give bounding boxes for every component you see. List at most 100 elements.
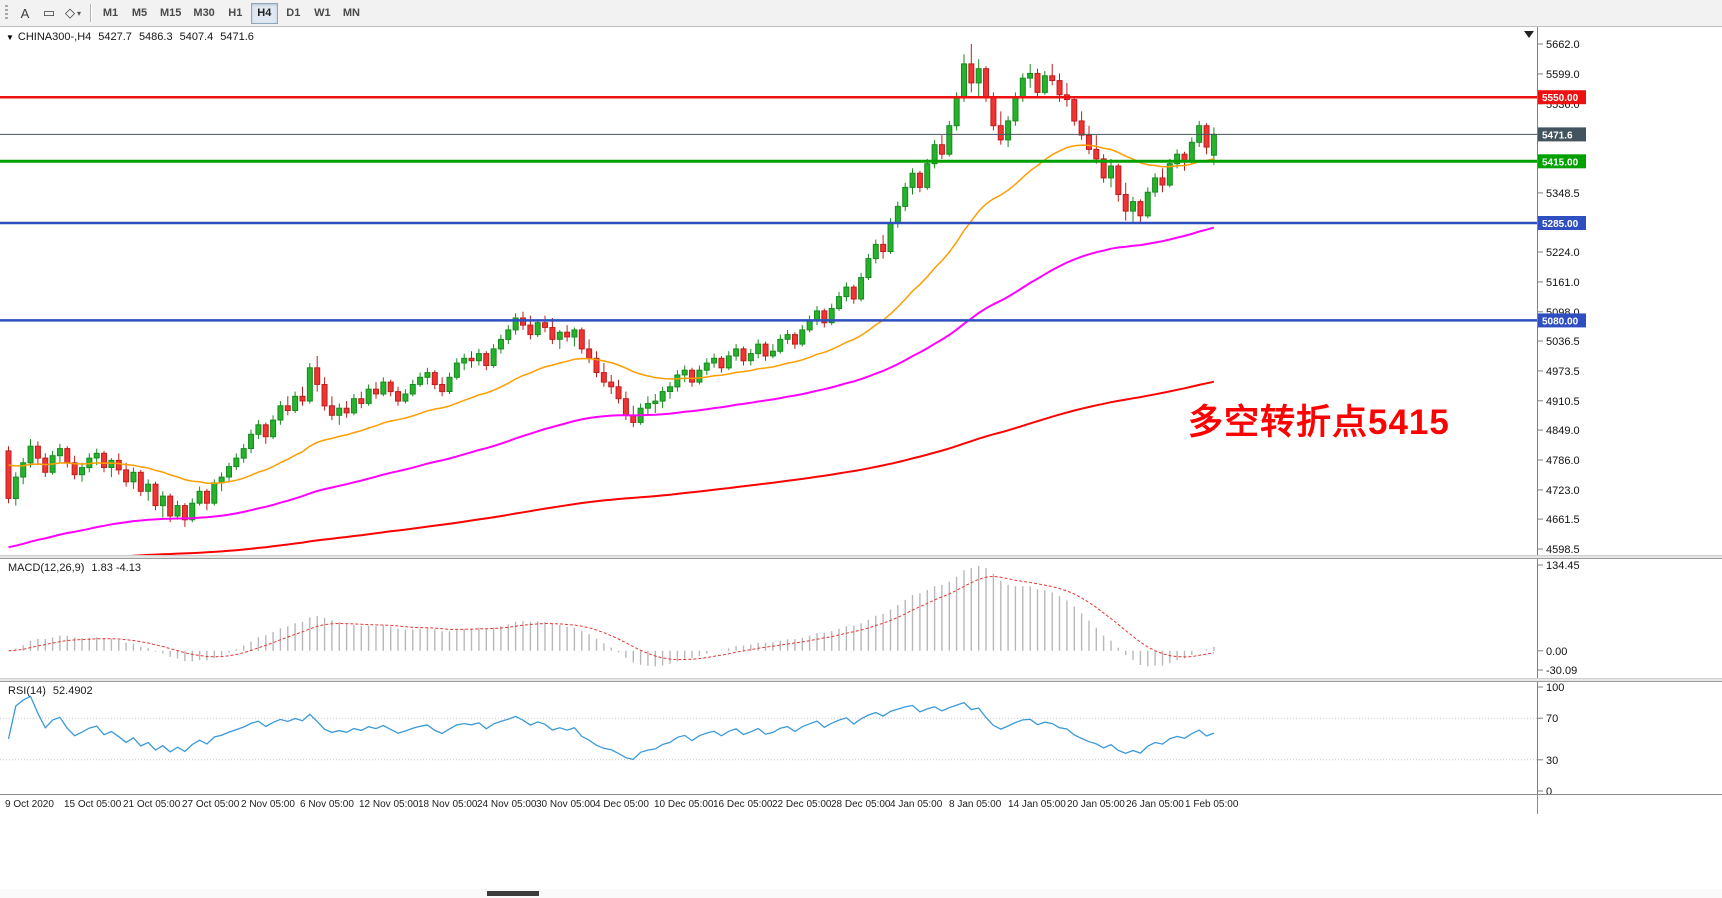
macd-name: MACD(12,26,9) <box>8 562 85 574</box>
time-axis-label: 15 Oct 05:00 <box>64 799 122 810</box>
price-badge-label: 5415.00 <box>1542 157 1579 168</box>
axis-border <box>1537 795 1538 814</box>
time-axis-label: 2 Nov 05:00 <box>241 799 295 810</box>
frame-tool-icon: ▭ <box>42 5 56 20</box>
timeframe-button-w1[interactable]: W1 <box>309 3 336 24</box>
time-axis-label: 30 Nov 05:00 <box>536 799 596 810</box>
macd-tick-label: 0.00 <box>1546 646 1567 658</box>
price-tick-label: 4723.0 <box>1546 485 1580 497</box>
time-axis-label: 8 Jan 05:00 <box>949 799 1002 810</box>
chart-shift-marker-icon[interactable] <box>1524 31 1534 38</box>
rsi-tick-label: 0 <box>1546 786 1552 794</box>
panel-divider[interactable] <box>0 555 1722 559</box>
timeframe-button-h1[interactable]: H1 <box>222 3 249 24</box>
time-axis-label: 9 Oct 2020 <box>5 799 54 810</box>
rsi-name: RSI(14) <box>8 685 46 697</box>
time-axis-label: 24 Nov 05:00 <box>477 799 537 810</box>
time-axis-label: 22 Dec 05:00 <box>772 799 832 810</box>
ohlc-open: 5427.7 <box>98 31 132 43</box>
time-axis-label: 4 Dec 05:00 <box>595 799 649 810</box>
ohlc-low: 5407.4 <box>179 31 214 43</box>
symbol-list-toggle-icon[interactable]: ▼ <box>6 33 14 42</box>
price-tick-label: 4786.0 <box>1546 455 1580 467</box>
macd-tick-label: -30.09 <box>1546 665 1577 677</box>
price-tick-label: 4598.5 <box>1546 544 1580 555</box>
ma-slow-line[interactable] <box>9 380 1215 555</box>
horizontal-scrollbar[interactable] <box>0 889 1722 898</box>
main-chart-canvas[interactable]: 5662.05599.05536.05473.55411.05348.55286… <box>0 27 1722 555</box>
price-badge-label: 5550.00 <box>1542 93 1579 104</box>
ohlc-close: 5471.6 <box>220 31 254 43</box>
panel-divider[interactable] <box>0 678 1722 682</box>
rsi-tick-label: 100 <box>1546 682 1564 694</box>
price-badge-label: 5080.00 <box>1542 316 1579 327</box>
time-axis-label: 26 Jan 05:00 <box>1126 799 1184 810</box>
toolbar-separator <box>90 4 91 22</box>
price-badge <box>1538 90 1586 105</box>
time-axis-label: 10 Dec 05:00 <box>654 799 714 810</box>
shapes-tool-icon: ◇ <box>64 5 75 20</box>
text-tool-button[interactable]: A <box>13 2 37 24</box>
time-axis-label: 12 Nov 05:00 <box>359 799 419 810</box>
price-badge-label: 5285.00 <box>1542 219 1579 230</box>
price-tick-label: 5348.5 <box>1546 188 1580 200</box>
ohlc-high: 5486.3 <box>138 31 173 43</box>
macd-tick-label: 134.45 <box>1546 560 1580 572</box>
time-axis-label: 28 Dec 05:00 <box>831 799 891 810</box>
timeframe-button-group: M1 M5 M15 M30 H1 H4 D1 W1 MN <box>96 2 366 24</box>
timeframe-button-m5[interactable]: M5 <box>126 3 153 24</box>
price-badge-label: 5471.6 <box>1542 130 1573 141</box>
rsi-label: RSI(14) 52.4902 <box>8 685 93 697</box>
price-tick-label: 4661.5 <box>1546 514 1580 526</box>
toolbar: A ▭ ◇ ▾ M1 M5 M15 M30 H1 H4 D1 W1 MN <box>0 0 1722 27</box>
price-badge <box>1538 313 1586 328</box>
price-tick-label: 4849.0 <box>1546 425 1580 437</box>
chart-header: ▼ CHINA300-,H4 5427.7 5486.3 5407.4 5471.6 <box>6 31 254 43</box>
time-axis-label: 14 Jan 05:00 <box>1008 799 1066 810</box>
price-axis[interactable] <box>1538 27 1722 555</box>
price-tick-label: 5224.0 <box>1546 247 1580 259</box>
timeframe-button-m15[interactable]: M15 <box>155 3 186 24</box>
timeframe-button-m30[interactable]: M30 <box>188 3 219 24</box>
time-axis-label: 21 Oct 05:00 <box>123 799 181 810</box>
time-axis[interactable]: 9 Oct 2020 15 Oct 05:00 21 Oct 05:00 27 Oct… <box>0 794 1722 814</box>
rsi-tick-label: 70 <box>1546 713 1558 725</box>
time-axis-label: 27 Oct 05:00 <box>182 799 240 810</box>
price-tick-label: 5036.5 <box>1546 336 1580 348</box>
timeframe-button-m1[interactable]: M1 <box>97 3 124 24</box>
candlestick-series <box>5 44 1217 527</box>
toolbar-grip[interactable] <box>5 5 8 21</box>
timeframe-button-mn[interactable]: MN <box>338 3 365 24</box>
timeframe-button-d1[interactable]: D1 <box>280 3 307 24</box>
price-tick-label: 5599.0 <box>1546 69 1580 81</box>
price-tick-label: 4910.5 <box>1546 396 1580 408</box>
price-badge <box>1538 216 1586 230</box>
chevron-down-icon: ▾ <box>76 8 81 18</box>
macd-panel-canvas[interactable]: 134.45 0.00 -30.09 <box>0 559 1722 678</box>
time-axis-label: 20 Jan 05:00 <box>1067 799 1125 810</box>
macd-histogram <box>15 565 1215 667</box>
time-axis-label: 1 Feb 05:00 <box>1185 799 1239 810</box>
shapes-tool-button[interactable]: ◇ ▾ <box>61 2 85 24</box>
price-badge <box>1538 127 1586 142</box>
rsi-panel-canvas[interactable]: 100 70 30 0 <box>0 682 1722 794</box>
ma-mid-line[interactable] <box>8 226 1215 549</box>
ma-fast-line[interactable] <box>8 144 1215 484</box>
price-tick-label: 4973.5 <box>1546 366 1580 378</box>
time-axis-label: 18 Nov 05:00 <box>418 799 478 810</box>
horizontal-scrollbar-thumb[interactable] <box>487 891 539 896</box>
price-badge <box>1538 154 1586 169</box>
rsi-value: 52.4902 <box>52 685 93 697</box>
rsi-tick-label: 30 <box>1546 755 1558 767</box>
time-axis-label: 16 Dec 05:00 <box>713 799 773 810</box>
macd-label: MACD(12,26,9) 1.83 -4.13 <box>8 562 141 574</box>
macd-values: 1.83 -4.13 <box>91 562 141 574</box>
rsi-line <box>7 695 1215 761</box>
frame-tool-button[interactable]: ▭ <box>37 2 61 24</box>
time-axis-label: 4 Jan 05:00 <box>890 799 943 810</box>
timeframe-button-h4[interactable]: H4 <box>250 2 278 24</box>
text-tool-icon: A <box>20 5 30 21</box>
price-tick-label: 5662.0 <box>1546 39 1580 51</box>
chart-annotation-text[interactable]: 多空转折点5415 <box>1188 403 1450 442</box>
symbol-label: CHINA300-,H4 <box>17 31 92 43</box>
